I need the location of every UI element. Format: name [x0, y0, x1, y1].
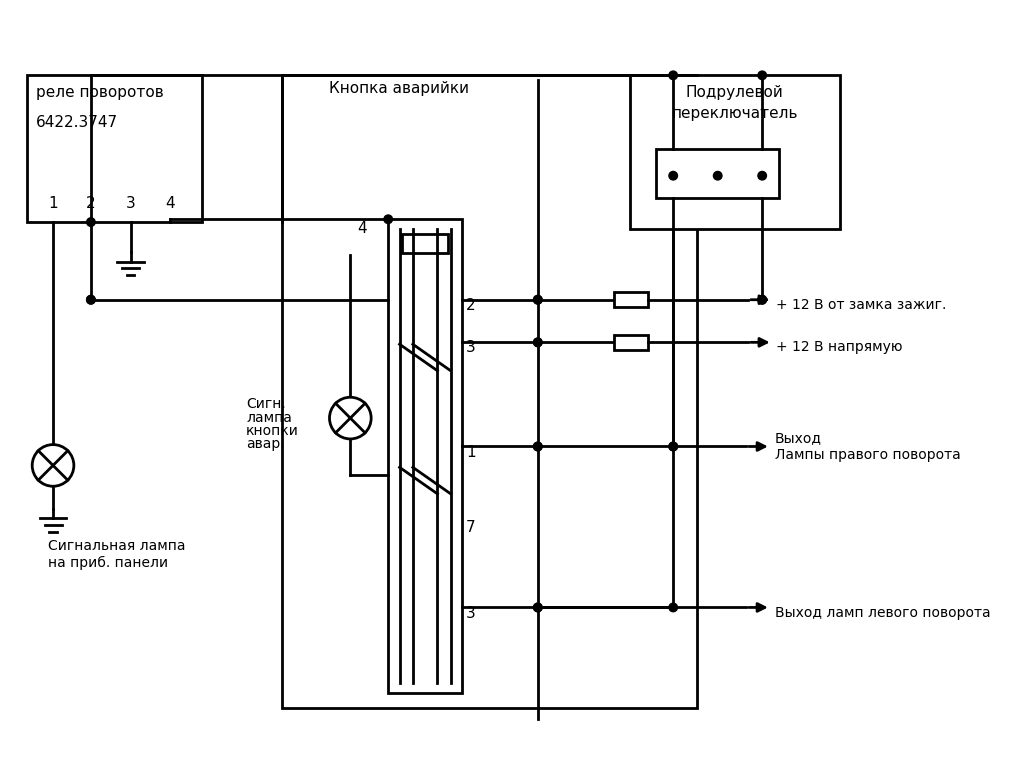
Circle shape	[669, 71, 678, 80]
Text: 2: 2	[86, 196, 95, 210]
Text: 3: 3	[466, 605, 475, 621]
Text: 2: 2	[466, 298, 475, 313]
Text: 4: 4	[357, 221, 368, 236]
Circle shape	[669, 442, 678, 451]
Text: реле поворотов: реле поворотов	[36, 84, 164, 100]
Circle shape	[758, 71, 766, 80]
Circle shape	[534, 338, 542, 346]
Circle shape	[534, 442, 542, 451]
Circle shape	[384, 215, 392, 223]
Text: Выход: Выход	[774, 432, 821, 445]
Circle shape	[669, 171, 678, 180]
Circle shape	[534, 603, 542, 612]
Circle shape	[330, 397, 371, 439]
Text: переключатель: переключатель	[672, 106, 798, 121]
Bar	[630, 75, 840, 229]
Circle shape	[87, 296, 95, 304]
Text: 4: 4	[166, 196, 175, 210]
Circle shape	[32, 445, 74, 486]
Text: 3: 3	[126, 196, 135, 210]
Circle shape	[534, 296, 542, 304]
Text: Выход ламп левого поворота: Выход ламп левого поворота	[774, 605, 990, 620]
Circle shape	[714, 171, 722, 180]
Circle shape	[758, 171, 766, 180]
Circle shape	[534, 338, 542, 346]
Text: Сигн.: Сигн.	[246, 397, 286, 411]
Circle shape	[87, 218, 95, 227]
Text: Лампы правого поворота: Лампы правого поворота	[774, 449, 961, 462]
Bar	[656, 149, 779, 198]
Text: + 12 В напрямую: + 12 В напрямую	[776, 340, 903, 355]
Circle shape	[758, 296, 766, 304]
Text: Подрулевой: Подрулевой	[686, 84, 783, 100]
Text: Сигнальная лампа
на приб. панели: Сигнальная лампа на приб. панели	[48, 539, 185, 570]
Bar	[613, 335, 647, 350]
Text: 1: 1	[466, 445, 475, 459]
Text: 6422.3747: 6422.3747	[36, 115, 118, 130]
Bar	[388, 219, 462, 693]
Circle shape	[669, 442, 678, 451]
Circle shape	[758, 296, 766, 304]
Text: 3: 3	[466, 340, 475, 356]
Circle shape	[669, 603, 678, 612]
Bar	[283, 75, 697, 708]
Text: лампа: лампа	[246, 411, 292, 425]
Text: авар.: авар.	[246, 437, 285, 451]
Text: Кнопка аварийки: Кнопка аварийки	[330, 81, 469, 96]
Circle shape	[534, 603, 542, 612]
Bar	[613, 292, 647, 307]
Text: 7: 7	[466, 521, 475, 535]
Text: кнопки: кнопки	[246, 424, 299, 438]
Circle shape	[534, 296, 542, 304]
Circle shape	[534, 442, 542, 451]
Bar	[27, 75, 202, 222]
Circle shape	[87, 296, 95, 304]
Text: + 12 В от замка зажиг.: + 12 В от замка зажиг.	[776, 298, 947, 312]
Text: 1: 1	[48, 196, 57, 210]
Bar	[402, 234, 447, 253]
